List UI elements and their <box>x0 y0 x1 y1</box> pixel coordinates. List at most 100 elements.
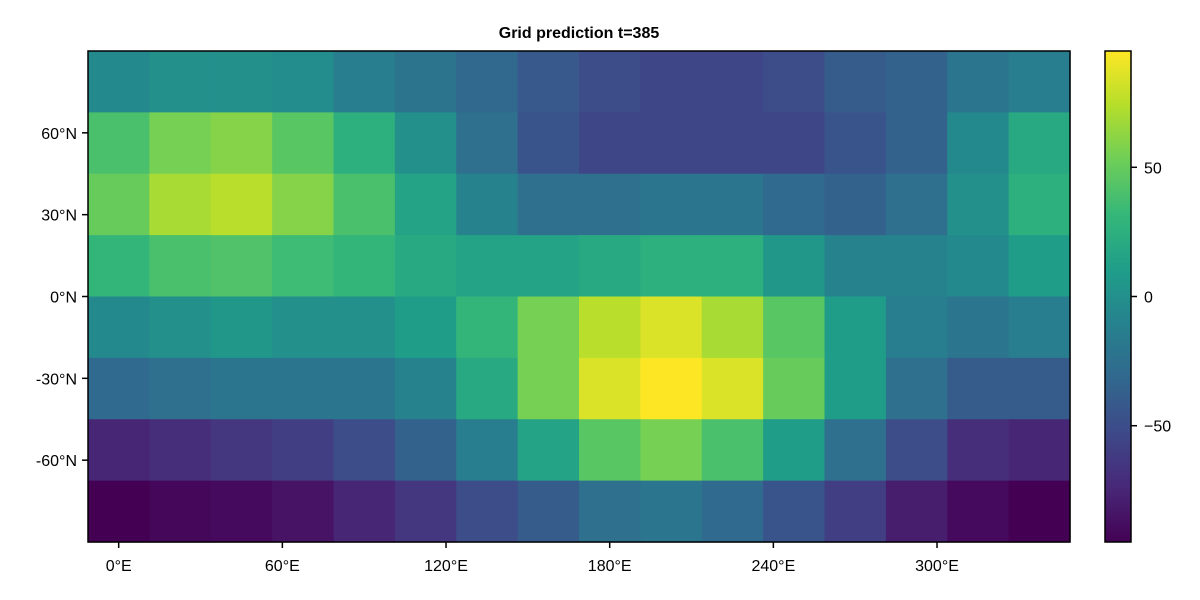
heatmap-cell <box>333 296 396 359</box>
heatmap-cell <box>149 235 212 298</box>
heatmap-cell <box>640 173 703 236</box>
heatmap-cell <box>517 173 580 236</box>
heatmap-cell <box>579 357 641 420</box>
heatmap-cell <box>517 480 580 543</box>
heatmap-cell <box>640 480 703 543</box>
heatmap-cell <box>1008 112 1071 175</box>
heatmap-cell <box>885 480 948 543</box>
heatmap-cell <box>88 112 150 175</box>
heatmap-cell <box>394 419 457 482</box>
heatmap-cell <box>824 173 887 236</box>
heatmap-cell <box>517 296 580 359</box>
heatmap-cell <box>394 357 457 420</box>
heatmap-cell <box>210 51 273 113</box>
heatmap-cell <box>579 51 641 113</box>
colorbar-tick-label: −50 <box>1144 419 1171 436</box>
heatmap-cell <box>947 173 1010 236</box>
heatmap-cell <box>149 480 212 543</box>
heatmap-cell <box>210 480 273 543</box>
heatmap-cell <box>272 173 335 236</box>
heatmap-cell <box>763 51 826 113</box>
heatmap-cell <box>885 235 948 298</box>
heatmap-cell <box>579 173 641 236</box>
heatmap-cell <box>394 173 457 236</box>
heatmap-cell <box>579 235 641 298</box>
heatmap-cell <box>1008 296 1071 359</box>
y-axis: 60°N 30°N 0°N -30°N -60°N <box>36 126 88 470</box>
heatmap-cell <box>1008 419 1071 482</box>
heatmap-cell <box>210 357 273 420</box>
heatmap-cell <box>394 480 457 543</box>
heatmap-cell <box>763 419 826 482</box>
heatmap-cell <box>456 357 519 420</box>
heatmap-cell <box>149 419 212 482</box>
y-tick-label: 30°N <box>41 208 77 225</box>
heatmap-cell <box>701 173 764 236</box>
heatmap-cell <box>640 296 703 359</box>
heatmap-cell <box>333 112 396 175</box>
heatmap-cell <box>579 419 641 482</box>
heatmap-cell <box>88 419 150 482</box>
heatmap-cell <box>947 112 1010 175</box>
y-tick-label: 0°N <box>50 290 77 307</box>
heatmap-cells <box>88 51 1071 543</box>
heatmap-cell <box>701 51 764 113</box>
heatmap-cell <box>579 112 641 175</box>
x-tick-label: 60°E <box>265 558 300 575</box>
heatmap-cell <box>947 357 1010 420</box>
heatmap-cell <box>333 419 396 482</box>
heatmap-cell <box>824 419 887 482</box>
heatmap-cell <box>456 112 519 175</box>
heatmap-cell <box>517 112 580 175</box>
heatmap-cell <box>763 112 826 175</box>
heatmap-cell <box>394 112 457 175</box>
heatmap-cell <box>579 296 641 359</box>
heatmap-cell <box>763 357 826 420</box>
chart-title: Grid prediction t=385 <box>499 25 660 42</box>
heatmap-cell <box>824 357 887 420</box>
heatmap-cell <box>456 51 519 113</box>
heatmap-cell <box>885 296 948 359</box>
heatmap-cell <box>88 296 150 359</box>
heatmap-cell <box>763 235 826 298</box>
heatmap-cell <box>824 51 887 113</box>
heatmap-cell <box>640 357 703 420</box>
heatmap-cell <box>272 419 335 482</box>
x-tick-label: 0°E <box>106 558 132 575</box>
heatmap-cell <box>947 51 1010 113</box>
heatmap-cell <box>272 235 335 298</box>
heatmap-cell <box>947 235 1010 298</box>
heatmap-cell <box>640 419 703 482</box>
x-axis: 0°E 60°E 120°E 180°E 240°E 300°E <box>106 542 959 575</box>
heatmap-cell <box>333 51 396 113</box>
y-tick-label: 60°N <box>41 126 77 143</box>
heatmap-cell <box>210 112 273 175</box>
heatmap-cell <box>272 480 335 543</box>
heatmap-cell <box>824 112 887 175</box>
heatmap-cell <box>149 357 212 420</box>
heatmap-cell <box>701 235 764 298</box>
heatmap-cell <box>885 357 948 420</box>
heatmap-cell <box>885 51 948 113</box>
heatmap-cell <box>272 357 335 420</box>
colorbar-tick-label: 50 <box>1144 160 1162 177</box>
heatmap-cell <box>1008 235 1071 298</box>
heatmap-cell <box>210 419 273 482</box>
heatmap-cell <box>88 480 150 543</box>
heatmap-cell <box>333 173 396 236</box>
heatmap-cell <box>763 296 826 359</box>
heatmap-cell <box>1008 480 1071 543</box>
heatmap-cell <box>517 51 580 113</box>
heatmap-cell <box>640 51 703 113</box>
heatmap-cell <box>149 112 212 175</box>
heatmap-cell <box>579 480 641 543</box>
x-tick-label: 240°E <box>751 558 795 575</box>
heatmap-cell <box>333 480 396 543</box>
heatmap-cell <box>824 480 887 543</box>
heatmap-cell <box>947 419 1010 482</box>
heatmap-cell <box>701 296 764 359</box>
heatmap-cell <box>701 357 764 420</box>
heatmap-cell <box>333 235 396 298</box>
heatmap-cell <box>824 296 887 359</box>
